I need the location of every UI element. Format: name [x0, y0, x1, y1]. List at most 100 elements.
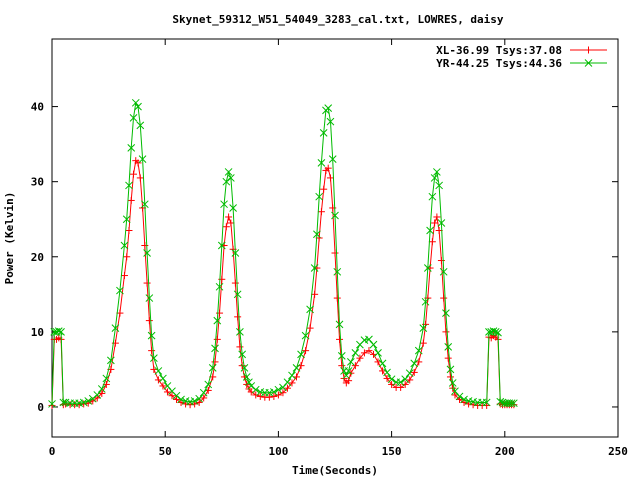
data-point [311, 290, 319, 298]
data-point [344, 367, 353, 375]
data-point [410, 368, 418, 376]
data-point [274, 391, 282, 399]
y-tick-label: 30 [31, 176, 44, 189]
data-point [491, 328, 500, 336]
y-tick-label: 40 [31, 101, 44, 114]
data-point [449, 384, 457, 392]
data-point [335, 320, 344, 329]
data-point [365, 335, 373, 344]
data-point [324, 104, 333, 112]
data-point [97, 385, 106, 393]
data-point [442, 309, 450, 317]
y-axis: 0 10 20 30 40 [31, 101, 618, 414]
data-point [190, 397, 199, 405]
x-tick-label: 250 [608, 445, 628, 458]
data-point [231, 249, 240, 257]
data-point [217, 241, 226, 250]
data-point [283, 384, 291, 392]
data-point [270, 392, 278, 400]
data-point [138, 155, 147, 164]
data-point [279, 383, 287, 392]
data-point [326, 117, 335, 126]
data-point [208, 364, 217, 372]
series-layer [48, 98, 518, 409]
data-point [159, 374, 167, 383]
data-point [256, 392, 264, 400]
data-point [111, 324, 120, 332]
data-point [125, 226, 133, 234]
data-point [426, 226, 434, 235]
data-point [116, 286, 124, 295]
data-point [324, 164, 332, 172]
data-point [331, 211, 339, 220]
data-point [130, 170, 138, 178]
data-point [222, 223, 230, 231]
data-point [59, 398, 68, 407]
data-point [333, 294, 341, 302]
data-point [274, 385, 283, 394]
data-point [238, 350, 247, 359]
data-point [134, 159, 142, 167]
data-point [131, 98, 140, 107]
data-point [236, 343, 244, 351]
data-point [163, 388, 171, 396]
data-point [154, 367, 163, 375]
data-point [510, 399, 518, 408]
data-point [270, 388, 278, 396]
data-point [93, 391, 102, 399]
data-point [150, 354, 158, 363]
data-point [215, 282, 224, 291]
data-point [431, 219, 439, 227]
data-point [440, 294, 448, 302]
data-point [227, 174, 235, 182]
data-point [123, 253, 131, 261]
data-point [80, 400, 88, 408]
data-point [369, 340, 378, 349]
data-point [437, 219, 446, 227]
data-point [292, 364, 301, 372]
data-point [143, 279, 151, 287]
data-point [136, 121, 145, 130]
data-point [310, 264, 319, 272]
data-point [173, 395, 181, 403]
data-point [342, 371, 351, 380]
data-point [313, 230, 321, 239]
data-point [247, 382, 256, 390]
data-point [148, 347, 156, 355]
data-point [302, 347, 310, 355]
data-point [88, 394, 97, 403]
data-point [143, 249, 151, 257]
data-point [460, 395, 468, 404]
x-tick-label: 200 [495, 445, 515, 458]
data-point [107, 356, 115, 365]
data-point [172, 391, 181, 400]
data-point [494, 328, 502, 337]
data-point [340, 374, 348, 382]
y-tick-label: 20 [31, 251, 44, 264]
data-point [127, 144, 136, 152]
data-point [48, 400, 56, 408]
data-point [428, 192, 437, 201]
data-point [317, 208, 325, 216]
x-axis: 0 50 100 150 200 250 [49, 39, 628, 458]
series-line [51, 159, 514, 406]
data-point [62, 400, 70, 408]
y-axis-label: Power (Kelvin) [3, 192, 16, 285]
data-point [102, 374, 111, 383]
data-point [200, 394, 208, 402]
data-point [227, 219, 235, 227]
data-point [365, 347, 373, 355]
plot-frame [51, 38, 619, 438]
series-2 [48, 98, 518, 408]
data-point [136, 174, 144, 182]
x-tick-label: 50 [159, 445, 172, 458]
data-point [265, 393, 273, 401]
data-point [297, 350, 305, 359]
data-point [125, 181, 133, 190]
data-point [423, 264, 432, 272]
legend-marker [584, 59, 593, 67]
data-point [195, 394, 204, 403]
data-point [301, 331, 310, 340]
